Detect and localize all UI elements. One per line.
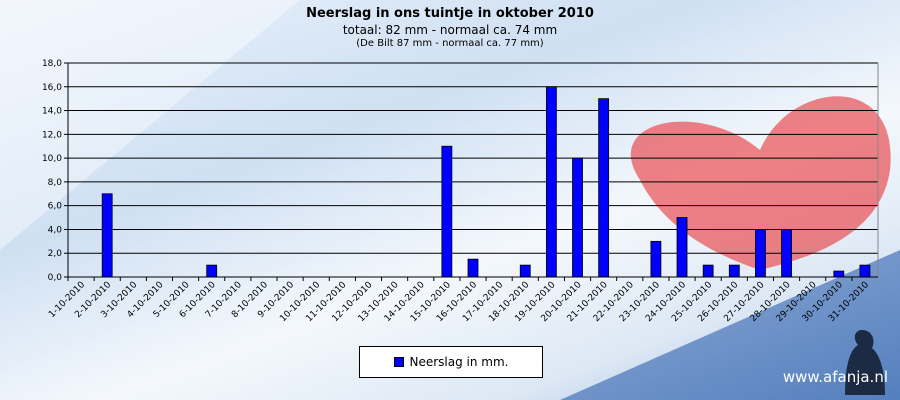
chart-title: Neerslag in ons tuintje in oktober 2010 [306,6,594,21]
bar [572,157,583,278]
y-tick-label: 6,0 [48,202,63,212]
bar [206,264,218,278]
bar [728,264,740,278]
y-tick-label: 18,0 [42,59,62,69]
bar [598,98,610,278]
chart-subtitle: totaal: 82 mm - normaal ca. 74 mm [342,23,558,37]
bar [467,258,479,278]
legend-swatch [393,357,404,367]
bar [650,240,662,278]
y-tick-label: 12,0 [42,130,62,140]
legend-label: Neerslag in mm. [409,355,509,369]
bar [702,264,714,278]
bar [755,229,766,278]
bar [781,229,792,278]
watermark: www.afanja.nl [782,368,888,386]
y-tick-label: 8,0 [48,178,63,188]
bar [441,145,453,278]
y-tick-label: 4,0 [48,225,63,235]
chart-subtitle-2: (De Bilt 87 mm - normaal ca. 77 mm) [356,38,544,49]
bar [676,217,688,278]
bar [101,193,113,278]
bar [833,270,845,278]
y-tick-label: 10,0 [42,154,62,164]
y-tick-label: 14,0 [42,107,62,117]
bar [545,86,557,278]
y-tick-label: 0,0 [48,273,63,283]
legend: Neerslag in mm. [359,346,543,378]
y-tick-label: 2,0 [48,249,63,259]
bar [859,264,871,278]
bar [519,264,531,278]
y-tick-label: 16,0 [42,83,62,93]
